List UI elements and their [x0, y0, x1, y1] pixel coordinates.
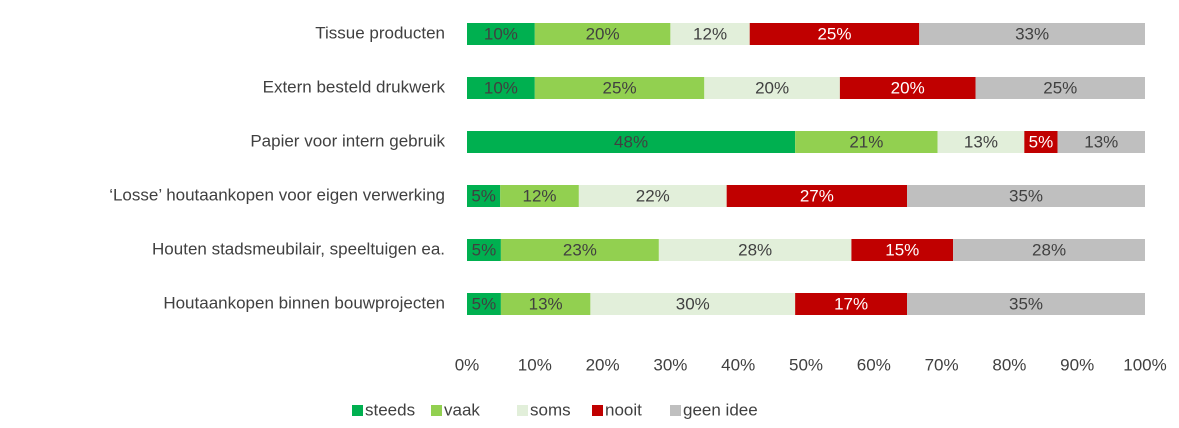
data-label: 20%	[586, 24, 620, 43]
data-label: 15%	[885, 240, 919, 259]
category-label: Tissue producten	[315, 23, 445, 42]
bar-segment	[500, 293, 591, 315]
bar-segment	[726, 185, 908, 207]
bar-segment	[534, 23, 671, 45]
data-label: 35%	[1009, 294, 1043, 313]
data-label: 33%	[1015, 24, 1049, 43]
data-label: 22%	[636, 186, 670, 205]
x-tick-label: 100%	[1123, 355, 1166, 374]
bar-segment	[467, 77, 535, 99]
bar-segment	[953, 239, 1145, 261]
data-label: 25%	[817, 24, 851, 43]
category-label: ‘Losse’ houtaankopen voor eigen verwerki…	[109, 185, 445, 204]
legend-label: geen idee	[683, 400, 758, 419]
bar-segment	[907, 293, 1145, 315]
legend-swatch	[431, 405, 442, 416]
bar-segment	[467, 185, 501, 207]
bar-segment	[851, 239, 954, 261]
bar-segment	[975, 77, 1145, 99]
category-label: Extern besteld drukwerk	[263, 77, 446, 96]
bar-segment	[919, 23, 1145, 45]
data-label: 13%	[964, 132, 998, 151]
x-tick-label: 70%	[925, 355, 959, 374]
x-tick-label: 90%	[1060, 355, 1094, 374]
x-tick-label: 40%	[721, 355, 755, 374]
bar-segment	[670, 23, 750, 45]
data-label: 5%	[1029, 132, 1054, 151]
data-label: 17%	[834, 294, 868, 313]
category-label: Houtaankopen binnen bouwprojecten	[163, 293, 445, 312]
x-tick-label: 20%	[586, 355, 620, 374]
data-label: 20%	[755, 78, 789, 97]
x-tick-label: 30%	[653, 355, 687, 374]
bar-segment	[937, 131, 1025, 153]
data-label: 12%	[523, 186, 557, 205]
bar-segment	[578, 185, 727, 207]
data-label: 30%	[676, 294, 710, 313]
data-label: 25%	[603, 78, 637, 97]
bar-segment	[467, 293, 501, 315]
bar-segment	[839, 77, 976, 99]
data-label: 23%	[563, 240, 597, 259]
data-label: 28%	[1032, 240, 1066, 259]
bar-segment	[795, 131, 938, 153]
data-label: 10%	[484, 24, 518, 43]
x-tick-label: 60%	[857, 355, 891, 374]
bar-segment	[467, 131, 796, 153]
bar-segment	[590, 293, 796, 315]
data-label: 13%	[529, 294, 563, 313]
data-label: 5%	[472, 240, 497, 259]
bar-segment	[534, 77, 705, 99]
x-tick-label: 0%	[455, 355, 480, 374]
data-label: 5%	[471, 186, 496, 205]
data-label: 5%	[472, 294, 497, 313]
x-tick-label: 10%	[518, 355, 552, 374]
data-label: 20%	[891, 78, 925, 97]
legend-swatch	[592, 405, 603, 416]
x-tick-label: 80%	[992, 355, 1026, 374]
bar-segment	[658, 239, 852, 261]
category-label: Houten stadsmeubilair, speeltuigen ea.	[152, 239, 445, 258]
bar-segment	[500, 185, 579, 207]
data-label: 35%	[1009, 186, 1043, 205]
data-label: 21%	[849, 132, 883, 151]
legend-label: steeds	[365, 400, 415, 419]
legend-swatch	[352, 405, 363, 416]
bar-segment	[749, 23, 920, 45]
data-label: 12%	[693, 24, 727, 43]
legend-label: vaak	[444, 400, 480, 419]
bar-segment	[704, 77, 840, 99]
data-label: 25%	[1043, 78, 1077, 97]
bar-segment	[1024, 131, 1058, 153]
legend-swatch	[517, 405, 528, 416]
data-label: 48%	[614, 132, 648, 151]
bar-segment	[500, 239, 659, 261]
data-label: 13%	[1084, 132, 1118, 151]
category-label: Papier voor intern gebruik	[250, 131, 445, 150]
bar-segment	[795, 293, 908, 315]
legend-label: nooit	[605, 400, 642, 419]
legend-label: soms	[530, 400, 571, 419]
data-label: 27%	[800, 186, 834, 205]
data-label: 28%	[738, 240, 772, 259]
legend-swatch	[670, 405, 681, 416]
bar-segment	[467, 23, 535, 45]
bar-segment	[1057, 131, 1145, 153]
bar-segment	[467, 239, 501, 261]
bar-segment	[907, 185, 1145, 207]
x-tick-label: 50%	[789, 355, 823, 374]
data-label: 10%	[484, 78, 518, 97]
